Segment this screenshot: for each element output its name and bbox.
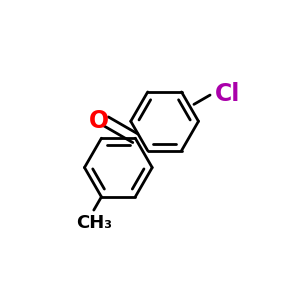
Text: O: O [88, 109, 109, 133]
Text: CH₃: CH₃ [76, 214, 112, 232]
Text: Cl: Cl [214, 82, 240, 106]
